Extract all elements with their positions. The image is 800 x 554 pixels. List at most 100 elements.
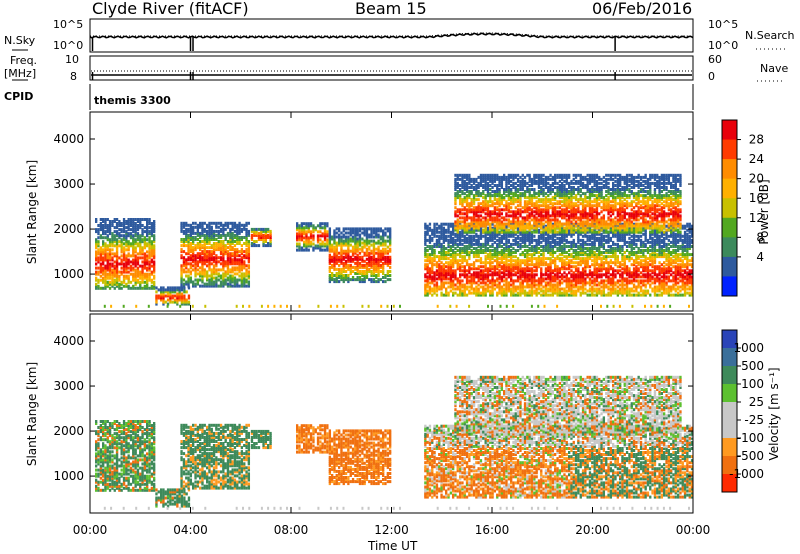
power-cell-2523 — [454, 271, 457, 275]
power-cell-82 — [102, 242, 105, 246]
power-cell-2929 — [491, 283, 494, 287]
power-cell-511 — [141, 248, 144, 252]
power-cell-1185 — [222, 229, 225, 233]
power-cell-4479 — [628, 245, 631, 248]
power-cell-3876 — [574, 277, 578, 281]
power-cell-413 — [132, 228, 135, 232]
power-cell-555 — [146, 260, 149, 264]
power-heatmap-cells — [95, 173, 694, 308]
power-cell-44 — [99, 286, 103, 290]
power-cell-20 — [95, 228, 98, 232]
power-cell-598 — [148, 218, 151, 221]
power-cell-1861 — [351, 227, 355, 231]
power-cell-3661 — [554, 238, 557, 242]
power-cell-2385 — [442, 277, 446, 281]
power-cell-4371 — [619, 261, 622, 265]
power-cell-2253 — [431, 293, 434, 297]
power-cell-2716 — [472, 291, 476, 295]
power-cell-2079 — [377, 241, 380, 245]
power-cell-3125 — [507, 267, 511, 271]
power-cell-2252 — [428, 222, 432, 226]
power-cell-213 — [113, 244, 116, 248]
power-cell-4345 — [616, 259, 620, 263]
power-cell-4682 — [649, 293, 652, 297]
power-cell-1771 — [342, 270, 345, 273]
power-cell-4110 — [595, 283, 599, 287]
power-cell-3507 — [542, 291, 545, 295]
power-cell-1104 — [215, 268, 218, 272]
power-cell-1422 — [247, 280, 251, 284]
power-cell-4688 — [649, 273, 652, 277]
power-cell-4446 — [625, 281, 629, 285]
power-cell-2085 — [379, 278, 383, 282]
power-cell-3222 — [516, 279, 520, 283]
power-cell-821 — [187, 258, 190, 262]
power-cell-3748 — [563, 275, 566, 279]
power-cell-2285 — [433, 275, 436, 279]
power-cell-4431 — [623, 238, 626, 242]
power-cell-4173 — [600, 259, 603, 263]
power-cell-2475 — [449, 249, 453, 252]
power-cell-1993 — [368, 247, 371, 251]
power-cell-4848 — [663, 271, 666, 275]
power-cell-995 — [203, 227, 206, 231]
power-cell-2284 — [433, 277, 436, 281]
power-cell-912 — [196, 256, 200, 260]
power-cell-700 — [171, 290, 174, 294]
power-cell-1115 — [215, 238, 218, 241]
power-cell-4612 — [642, 289, 645, 293]
power-cell-2862 — [484, 242, 487, 246]
power-cell-3688 — [556, 232, 559, 236]
power-cell-3180 — [512, 267, 515, 271]
power-cell-4225 — [605, 251, 608, 254]
power-cell-574 — [148, 276, 151, 280]
power-cell-424 — [134, 274, 137, 278]
power-cell-1609 — [319, 238, 322, 242]
power-cell-786 — [182, 238, 186, 241]
power-cell-3471 — [537, 242, 541, 246]
power-cell-4501 — [630, 247, 633, 250]
power-cell-4127 — [595, 236, 599, 240]
power-cell-1471 — [260, 236, 263, 239]
power-cell-1460 — [255, 233, 258, 237]
power-cell-2673 — [468, 267, 471, 271]
power-cell-4014 — [586, 253, 589, 257]
power-cell-799 — [185, 260, 188, 264]
power-cell-520 — [141, 218, 144, 221]
power-cell-1349 — [238, 229, 241, 233]
power-cell-1641 — [326, 234, 329, 238]
power-cell-203 — [113, 278, 116, 282]
power-cell-3006 — [498, 285, 501, 289]
power-cell-388 — [129, 220, 133, 223]
power-cell-2334 — [438, 267, 441, 271]
power-cell-4403 — [621, 245, 624, 248]
power-cell-4376 — [619, 238, 622, 242]
power-cell-855 — [189, 231, 193, 235]
power-cell-921 — [196, 229, 200, 233]
power-cell-1476 — [262, 244, 265, 248]
power-cell-279 — [120, 258, 123, 262]
power-cell-2592 — [461, 285, 464, 289]
power-cell-434 — [134, 250, 137, 254]
power-cell-3481 — [540, 289, 543, 293]
power-cell-4714 — [651, 261, 654, 265]
power-cell-3251 — [519, 277, 522, 281]
power-cell-2980 — [496, 279, 499, 283]
power-cell-4147 — [598, 251, 601, 254]
power-cell-1198 — [224, 252, 227, 256]
power-cell-37 — [97, 242, 100, 246]
power-cell-195 — [111, 234, 114, 238]
power-cell-2978 — [496, 285, 499, 289]
power-cell-539 — [143, 238, 147, 242]
power-cell-1388 — [243, 256, 246, 260]
power-cell-85 — [102, 232, 105, 236]
power-cell-2266 — [431, 259, 434, 263]
power-cell-2905 — [489, 267, 492, 271]
power-cell-373 — [129, 280, 133, 284]
power-cell-1922 — [358, 233, 362, 237]
power-cell-4143 — [598, 263, 601, 267]
power-cell-4424 — [623, 261, 626, 265]
power-cell-2904 — [489, 269, 492, 273]
power-cell-1849 — [351, 259, 355, 263]
power-cell-2861 — [484, 245, 487, 248]
